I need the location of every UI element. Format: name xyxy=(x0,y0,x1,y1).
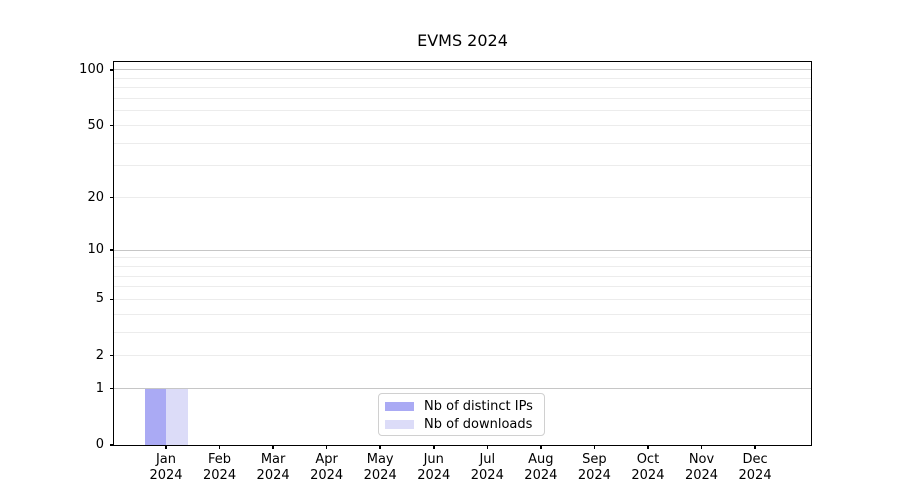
x-tick-label-month: Jul xyxy=(479,452,496,467)
x-tick-label-month: Jan xyxy=(155,452,177,467)
y-tick-label: 5 xyxy=(95,291,104,307)
legend-label-distinct-ips: Nb of distinct IPs xyxy=(424,399,533,415)
y-gridline-minor xyxy=(114,197,811,199)
x-tick-label-year: 2024 xyxy=(149,468,183,483)
y-gridline-minor xyxy=(114,87,811,89)
y-gridline-minor xyxy=(114,98,811,100)
x-tick-label-year: 2024 xyxy=(738,468,772,483)
y-tick-mark xyxy=(109,444,114,446)
y-gridline-minor xyxy=(114,275,811,277)
x-tick-mark xyxy=(700,445,703,449)
x-tick-mark xyxy=(647,445,649,449)
legend-item-downloads: Nb of downloads xyxy=(379,416,544,434)
y-tick-mark xyxy=(109,298,114,301)
x-tick-label-month: Mar xyxy=(260,452,286,467)
y-tick-label: 10 xyxy=(87,242,104,258)
y-tick-mark xyxy=(109,387,114,390)
y-gridline-minor xyxy=(114,265,811,267)
y-gridline-minor xyxy=(114,142,811,144)
x-tick-label: May 2024 xyxy=(340,452,420,484)
y-gridline-minor xyxy=(114,331,811,333)
y-tick-label: 50 xyxy=(87,117,104,133)
y-gridline-minor xyxy=(114,110,811,112)
x-tick-label-year: 2024 xyxy=(470,468,504,483)
y-tick-mark xyxy=(109,354,114,357)
y-gridline-minor xyxy=(114,286,811,288)
x-tick-label-month: Jun xyxy=(423,452,444,467)
x-tick-mark xyxy=(218,445,221,449)
y-gridline-minor xyxy=(114,165,811,167)
y-tick-mark xyxy=(109,69,114,71)
y-tick-label: 1 xyxy=(95,380,104,396)
x-tick-label-year: 2024 xyxy=(310,468,344,483)
x-tick-label-year: 2024 xyxy=(524,468,558,483)
x-tick-mark xyxy=(593,445,596,449)
plot-area xyxy=(113,61,812,446)
y-gridline-major xyxy=(114,69,811,71)
y-tick-label: 0 xyxy=(95,437,104,452)
y-gridline-minor xyxy=(114,355,811,357)
legend-label-downloads: Nb of downloads xyxy=(424,416,533,432)
x-tick-label-month: May xyxy=(366,452,394,467)
x-tick-label-year: 2024 xyxy=(577,468,611,483)
bar-distinct-ips-jan xyxy=(144,388,166,445)
legend: Nb of distinct IPs Nb of downloads xyxy=(378,393,545,436)
x-tick-label-year: 2024 xyxy=(417,468,451,483)
x-tick-label: Jun 2024 xyxy=(394,452,474,484)
x-tick-label: Aug 2024 xyxy=(501,452,581,484)
y-tick-mark xyxy=(109,196,114,199)
y-tick-label: 100 xyxy=(79,61,104,77)
y-gridline-minor xyxy=(114,125,811,126)
x-tick-label-month: Aug xyxy=(528,452,554,467)
x-tick-mark xyxy=(433,445,435,449)
x-tick-label-month: Dec xyxy=(742,452,768,467)
y-gridline-minor xyxy=(114,298,811,300)
x-tick-mark xyxy=(540,445,542,449)
x-tick-label-year: 2024 xyxy=(256,468,290,483)
y-gridline-minor xyxy=(114,257,811,259)
x-tick-label-month: Oct xyxy=(636,452,660,467)
y-tick-mark xyxy=(109,124,114,127)
x-tick-label: Nov 2024 xyxy=(662,452,742,484)
x-tick-mark xyxy=(486,445,489,449)
x-tick-label-month: Apr xyxy=(315,452,338,467)
legend-item-distinct-ips: Nb of distinct IPs xyxy=(379,398,544,416)
chart-title: EVMS 2024 xyxy=(417,31,508,50)
x-tick-mark xyxy=(754,445,756,449)
y-gridline-minor xyxy=(114,313,811,315)
x-tick-label-year: 2024 xyxy=(203,468,237,483)
x-tick-label-month: Sep xyxy=(582,452,607,467)
legend-swatch-distinct-ips-icon xyxy=(385,402,414,412)
x-tick-label-month: Feb xyxy=(208,452,232,467)
legend-swatch-downloads-icon xyxy=(385,419,414,429)
y-gridline-major xyxy=(114,388,811,390)
x-tick-label: Jul 2024 xyxy=(447,452,527,484)
x-tick-label-year: 2024 xyxy=(363,468,397,483)
bar-downloads-jan xyxy=(166,388,188,445)
x-tick-mark xyxy=(165,445,167,449)
x-tick-mark xyxy=(379,445,381,449)
x-tick-label: Jan 2024 xyxy=(126,452,206,484)
y-tick-label: 20 xyxy=(87,189,104,205)
x-tick-label: Dec 2024 xyxy=(715,452,795,484)
y-tick-mark xyxy=(109,249,114,251)
y-gridline-minor xyxy=(114,77,811,79)
x-tick-label: Sep 2024 xyxy=(554,452,634,484)
x-tick-label: Mar 2024 xyxy=(233,452,313,484)
x-tick-label: Apr 2024 xyxy=(287,452,367,484)
x-tick-label-year: 2024 xyxy=(631,468,665,483)
x-tick-mark xyxy=(325,445,328,449)
x-tick-mark xyxy=(272,445,274,449)
x-tick-label: Oct 2024 xyxy=(608,452,688,484)
y-tick-label: 2 xyxy=(95,347,104,363)
x-tick-label: Feb 2024 xyxy=(180,452,260,484)
x-tick-label-month: Nov xyxy=(688,452,715,467)
x-tick-label-year: 2024 xyxy=(684,468,719,483)
y-gridline-major xyxy=(114,249,811,251)
